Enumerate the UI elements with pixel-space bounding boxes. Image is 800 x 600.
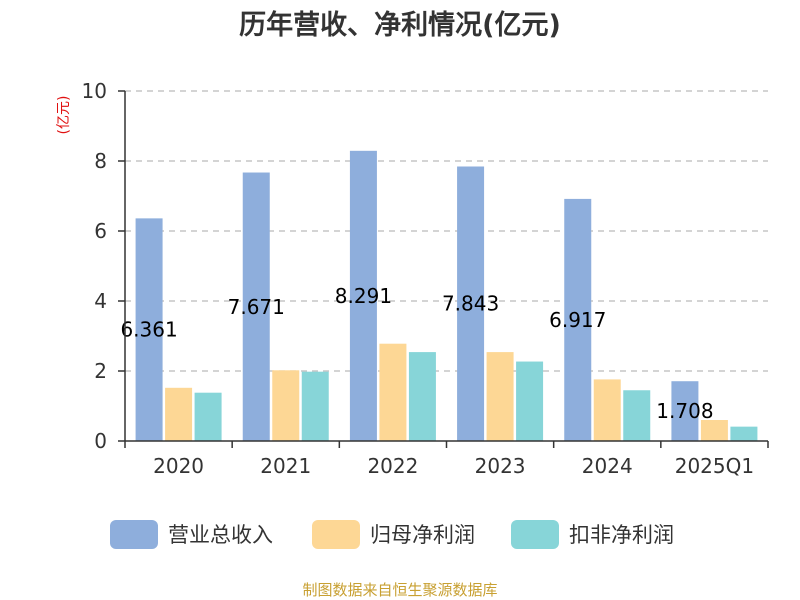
y-tick-label: 8 xyxy=(94,149,107,173)
x-tick-label: 2020 xyxy=(153,454,204,478)
bar-1-2020 xyxy=(135,218,163,441)
legend-swatch xyxy=(511,520,559,549)
bar-2-2020 xyxy=(165,387,193,441)
data-labels: 6.361 7.671 8.291 7.843 6.917 1.708 xyxy=(120,284,713,423)
x-tick-label: 2021 xyxy=(260,454,311,478)
x-tick-label: 2025Q1 xyxy=(675,454,754,478)
legend-label: 扣非净利润 xyxy=(569,523,674,547)
y-tick-label: 6 xyxy=(94,219,107,243)
data-label: 6.917 xyxy=(549,308,606,332)
bar-2-2021 xyxy=(272,370,300,441)
bar-2-2024 xyxy=(593,379,621,441)
legend-label: 营业总收入 xyxy=(168,523,273,547)
data-label: 7.671 xyxy=(228,295,285,319)
bar-2-2022 xyxy=(379,343,407,441)
legend: 营业总收入 归母净利润 扣非净利润 xyxy=(110,520,674,549)
bars xyxy=(135,150,758,441)
y-axis-label: (亿元) xyxy=(56,96,72,135)
x-axis-ticks: 2020 2021 2022 2023 2024 2025Q1 xyxy=(124,441,769,478)
data-label: 6.361 xyxy=(120,318,177,342)
legend-swatch xyxy=(312,520,360,549)
bar-1-2021 xyxy=(242,172,270,441)
bar-3-2023 xyxy=(516,361,544,441)
bar-1-2022 xyxy=(349,150,377,441)
x-tick-label: 2023 xyxy=(475,454,526,478)
legend-label: 归母净利润 xyxy=(370,523,475,547)
bar-3-2020 xyxy=(194,392,222,441)
bar-3-2025Q1 xyxy=(730,426,758,441)
gridlines xyxy=(125,90,768,372)
data-label: 7.843 xyxy=(442,292,499,316)
data-label: 1.708 xyxy=(656,399,713,423)
x-tick-label: 2024 xyxy=(582,454,633,478)
legend-swatch xyxy=(110,520,158,549)
y-tick-label: 4 xyxy=(94,289,107,313)
data-label: 8.291 xyxy=(335,284,392,308)
bar-2-2023 xyxy=(486,352,514,441)
chart-title: 历年营收、净利情况(亿元) xyxy=(239,9,561,41)
y-tick-label: 2 xyxy=(94,359,107,383)
bar-3-2022 xyxy=(408,352,436,441)
bar-1-2024 xyxy=(564,198,592,441)
y-tick-label: 0 xyxy=(94,429,107,453)
bar-3-2024 xyxy=(623,390,651,441)
bar-1-2023 xyxy=(457,166,485,441)
y-axis-ticks: 0 2 4 6 8 10 xyxy=(82,79,125,453)
data-source-note: 制图数据来自恒生聚源数据库 xyxy=(302,581,497,599)
bar-3-2021 xyxy=(301,371,329,441)
bar-2-2025Q1 xyxy=(700,420,728,441)
y-tick-label: 10 xyxy=(82,79,107,103)
bar-1-2025Q1 xyxy=(671,381,699,441)
x-tick-label: 2022 xyxy=(367,454,418,478)
